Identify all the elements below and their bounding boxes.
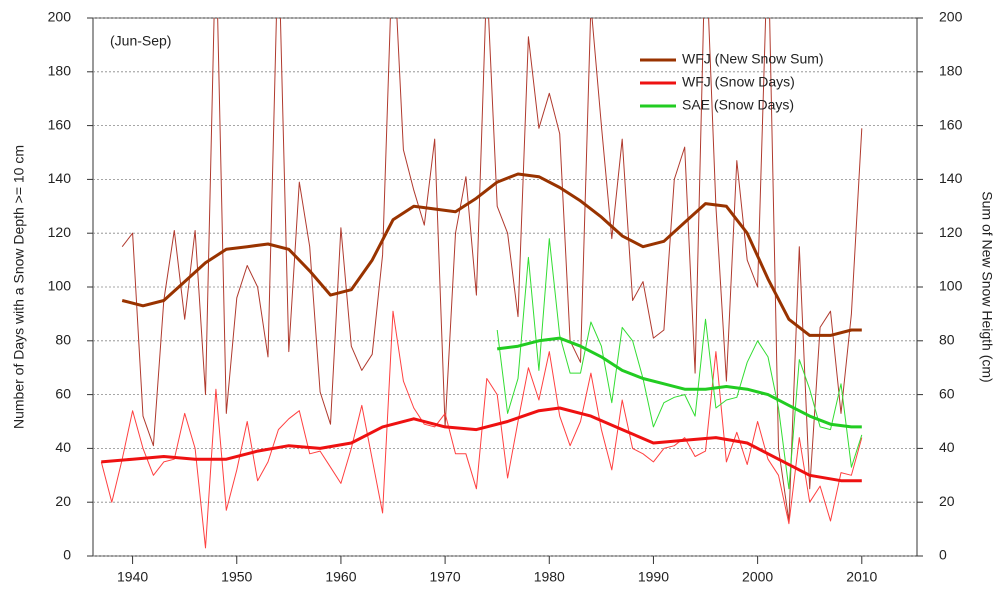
x-tick-label: 1990 xyxy=(638,569,669,585)
y-tick-label: 160 xyxy=(48,116,72,132)
y-tick-label: 80 xyxy=(55,332,71,348)
y-tick-label: 60 xyxy=(55,385,71,401)
y2-tick-label: 180 xyxy=(939,63,963,79)
y2-tick-label: 40 xyxy=(939,439,955,455)
y2-axis-title: Sum of New Snow Heigth (cm) xyxy=(979,191,995,382)
y-tick-label: 100 xyxy=(48,278,72,294)
y2-tick-label: 0 xyxy=(939,547,947,563)
y2-tick-label: 100 xyxy=(939,278,963,294)
line-series xyxy=(121,172,862,337)
line-series xyxy=(100,310,863,549)
x-tick-label: 1970 xyxy=(430,569,461,585)
y2-tick-label: 80 xyxy=(939,332,955,348)
y-tick-label: 140 xyxy=(48,170,72,186)
line-series xyxy=(496,238,863,490)
line-series xyxy=(121,18,863,522)
y-tick-label: 40 xyxy=(55,439,71,455)
y-tick-label: 0 xyxy=(63,547,71,563)
line-series xyxy=(497,336,862,429)
y2-tick-label: 120 xyxy=(939,224,963,240)
x-tick-label: 1960 xyxy=(325,569,356,585)
legend-label: WFJ (New Snow Sum) xyxy=(682,51,824,67)
y2-tick-label: 20 xyxy=(939,493,955,509)
y-tick-label: 200 xyxy=(48,9,72,25)
legend-label: SAE (Snow Days) xyxy=(682,97,794,113)
y2-tick-label: 140 xyxy=(939,170,963,186)
y-tick-label: 120 xyxy=(48,224,72,240)
y2-tick-label: 160 xyxy=(939,116,963,132)
x-tick-label: 1950 xyxy=(221,569,252,585)
y-tick-label: 20 xyxy=(55,493,71,509)
y-axis-title: Number of Days with a Snow Depth >= 10 c… xyxy=(11,145,27,429)
y-tick-label: 180 xyxy=(48,63,72,79)
plot-area xyxy=(100,18,863,549)
x-tick-label: 1980 xyxy=(534,569,565,585)
x-tick-label: 2000 xyxy=(742,569,773,585)
annotation: (Jun-Sep) xyxy=(110,33,171,49)
line-series xyxy=(101,406,862,483)
y2-tick-label: 60 xyxy=(939,385,955,401)
legend-label: WFJ (Snow Days) xyxy=(682,74,795,90)
x-tick-label: 2010 xyxy=(846,569,877,585)
x-tick-label: 1940 xyxy=(117,569,148,585)
y2-tick-label: 200 xyxy=(939,9,963,25)
